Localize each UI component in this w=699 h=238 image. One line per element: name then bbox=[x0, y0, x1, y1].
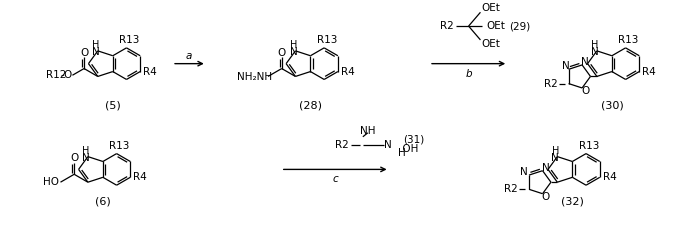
Text: -O: -O bbox=[60, 70, 73, 80]
Text: HO: HO bbox=[43, 177, 59, 187]
Text: O: O bbox=[542, 192, 549, 202]
Text: N: N bbox=[591, 47, 599, 57]
Text: H: H bbox=[552, 146, 559, 156]
Text: O: O bbox=[80, 48, 88, 58]
Text: (30): (30) bbox=[600, 100, 624, 110]
Text: R13: R13 bbox=[317, 35, 338, 45]
Text: R13: R13 bbox=[619, 35, 639, 45]
Text: R4: R4 bbox=[134, 172, 147, 182]
Text: (28): (28) bbox=[299, 100, 322, 110]
Text: (6): (6) bbox=[95, 196, 110, 206]
Text: c: c bbox=[332, 174, 338, 184]
Text: N: N bbox=[289, 47, 297, 57]
Text: N: N bbox=[581, 57, 589, 67]
Text: b: b bbox=[466, 69, 472, 79]
Text: R4: R4 bbox=[603, 172, 617, 182]
Text: O: O bbox=[70, 153, 78, 163]
Text: H: H bbox=[398, 148, 405, 158]
Text: H: H bbox=[82, 146, 89, 156]
Text: NH₂NH: NH₂NH bbox=[237, 72, 272, 82]
Text: O: O bbox=[278, 48, 286, 58]
Text: a: a bbox=[186, 51, 192, 61]
Text: R2: R2 bbox=[544, 79, 558, 89]
Text: (5): (5) bbox=[105, 100, 121, 110]
Text: R12: R12 bbox=[46, 70, 67, 80]
Text: H: H bbox=[92, 40, 99, 50]
Text: O: O bbox=[581, 86, 589, 96]
Text: R13: R13 bbox=[579, 141, 599, 151]
Text: H: H bbox=[290, 40, 297, 50]
Text: N: N bbox=[92, 47, 100, 57]
Text: (32): (32) bbox=[561, 196, 584, 206]
Text: (29): (29) bbox=[510, 21, 531, 31]
Text: (31): (31) bbox=[403, 135, 425, 145]
Text: N: N bbox=[384, 140, 391, 150]
Text: N: N bbox=[562, 61, 570, 71]
Text: R2: R2 bbox=[440, 21, 454, 31]
Text: OEt: OEt bbox=[487, 21, 505, 31]
Text: R4: R4 bbox=[341, 67, 354, 77]
Text: N: N bbox=[520, 167, 528, 177]
Text: R2: R2 bbox=[336, 140, 349, 150]
Text: R13: R13 bbox=[120, 35, 140, 45]
Text: H: H bbox=[591, 40, 598, 50]
Text: N: N bbox=[542, 163, 549, 173]
Text: OEt: OEt bbox=[481, 3, 500, 13]
Text: NH: NH bbox=[360, 126, 375, 136]
Text: R13: R13 bbox=[109, 141, 130, 151]
Text: R4: R4 bbox=[143, 67, 157, 77]
Text: OEt: OEt bbox=[481, 39, 500, 49]
Text: N: N bbox=[82, 153, 89, 163]
Text: R4: R4 bbox=[642, 67, 656, 77]
Text: .OH: .OH bbox=[400, 144, 419, 154]
Text: R2: R2 bbox=[505, 184, 518, 194]
Text: N: N bbox=[552, 153, 559, 163]
